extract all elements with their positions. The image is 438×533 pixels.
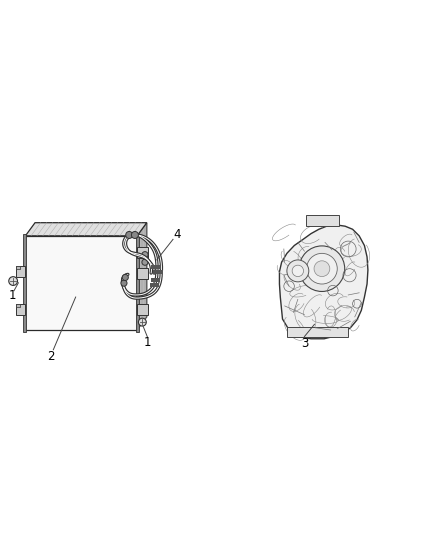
Circle shape [142,259,148,265]
Bar [137,304,148,314]
Polygon shape [279,225,368,339]
Bar [150,282,159,287]
Circle shape [287,260,309,282]
Bar [16,266,25,277]
Circle shape [299,246,345,292]
Bar [16,266,20,270]
Circle shape [126,231,133,238]
Bar [136,233,139,332]
Circle shape [307,253,337,284]
Bar [306,215,339,226]
Text: 1: 1 [8,289,16,302]
Bar [287,327,348,337]
Polygon shape [137,223,147,330]
Bar [151,278,160,282]
Bar [16,304,25,314]
Circle shape [138,318,146,326]
Text: 2: 2 [47,350,55,363]
Bar [137,268,148,279]
Circle shape [9,277,18,286]
Bar [137,247,148,258]
Bar [25,236,137,330]
Bar [23,233,26,332]
Circle shape [122,274,128,280]
Text: 4: 4 [173,229,181,241]
Bar [16,304,20,307]
Text: 1: 1 [144,336,152,349]
Circle shape [314,261,330,277]
Circle shape [131,231,138,238]
Bar [151,265,161,269]
Polygon shape [25,223,147,236]
Bar [153,270,163,274]
Text: 3: 3 [302,337,309,350]
Circle shape [121,280,127,286]
Circle shape [142,252,148,258]
Circle shape [292,265,304,277]
